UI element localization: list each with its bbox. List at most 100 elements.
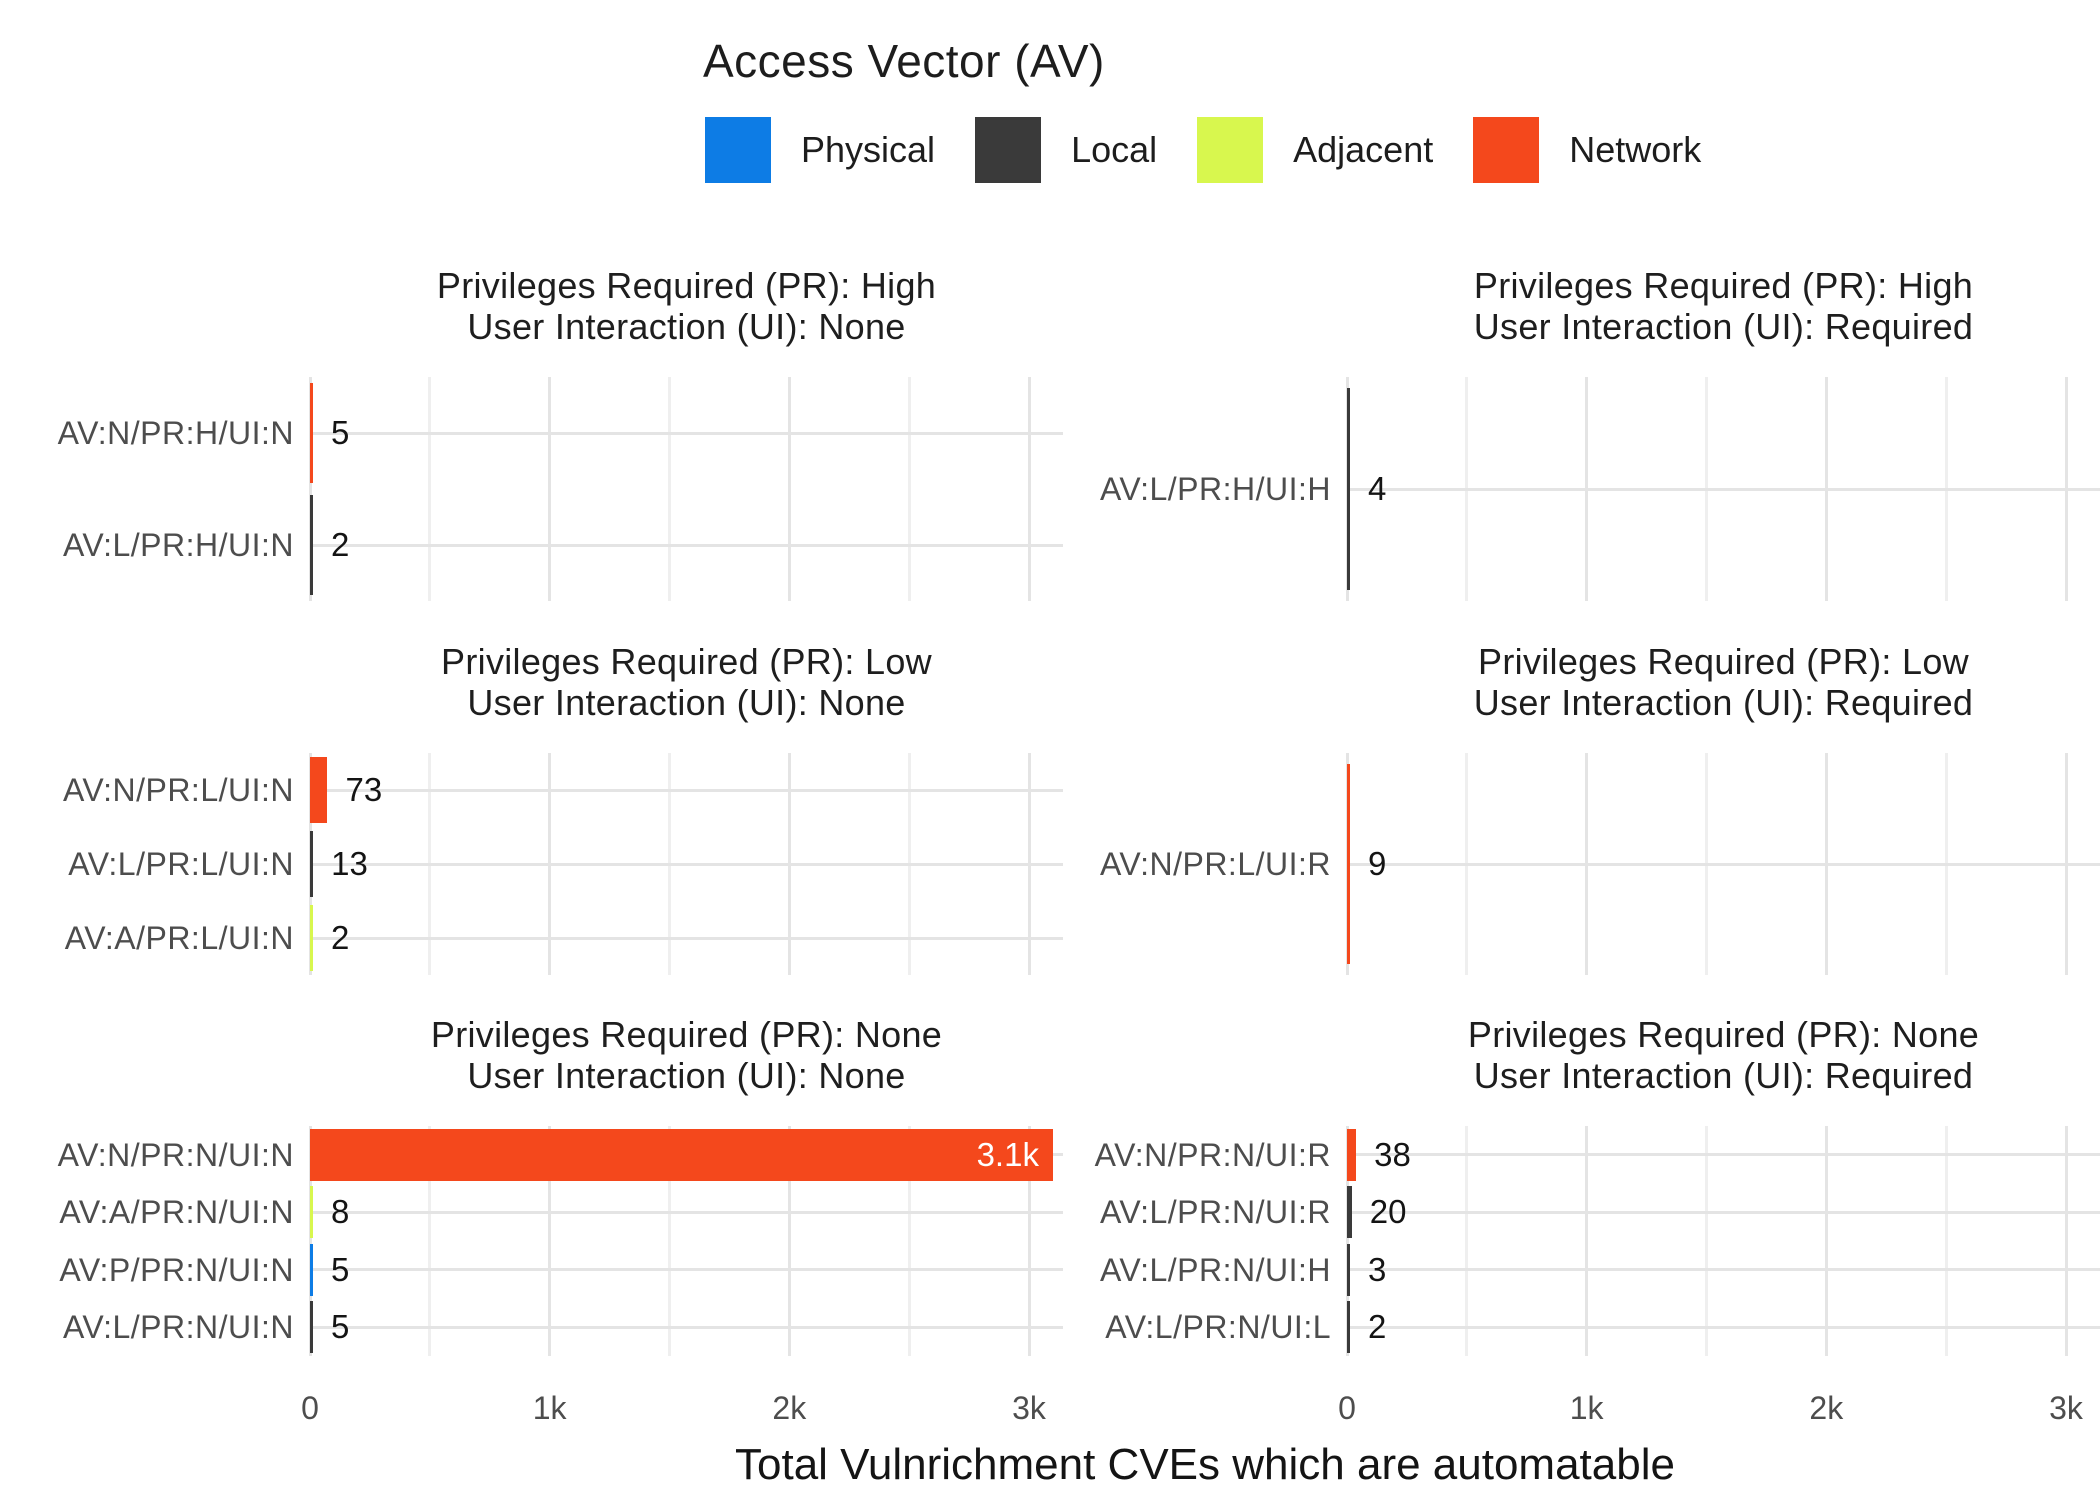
bar-value-label: 5 (331, 414, 350, 451)
category-label: AV:P/PR:N/UI:N (59, 1251, 294, 1288)
bar-AV:L/PR:N/UI:R (1347, 1186, 1352, 1239)
row-gridline (310, 1325, 1063, 1329)
major-gridline (787, 377, 791, 601)
facet-title-line: Privileges Required (PR): High (436, 265, 937, 306)
minor-gridline (1465, 1126, 1469, 1356)
bar-value-label: 9 (1368, 845, 1387, 882)
category-label: AV:N/PR:H/UI:N (57, 415, 294, 451)
legend-item-local: Local (975, 117, 1157, 183)
bar-value-label: 5 (331, 1308, 350, 1346)
row-gridline (1347, 1325, 2100, 1329)
facet-title-pr-high-ui-required: Privileges Required (PR): High User Inter… (1347, 265, 2100, 347)
facet-title-pr-low-ui-required: Privileges Required (PR): Low User Intera… (1347, 641, 2100, 723)
category-label: AV:N/PR:N/UI:R (1094, 1136, 1331, 1173)
row-gridline (310, 431, 1063, 435)
row-gridline (310, 788, 1063, 792)
row-gridline (1347, 1210, 2100, 1214)
minor-gridline (1944, 1126, 1948, 1356)
legend-title: Access Vector (AV) (703, 35, 1105, 87)
legend-swatch-icon (975, 117, 1042, 183)
x-axis-tick-label: 0 (301, 1390, 319, 1426)
facet-panel-pr-none-ui-none: 3.1k 8 5 5 (308, 1126, 1063, 1356)
row-gridline (1347, 1153, 2100, 1157)
bar-value-label: 3 (1368, 1250, 1387, 1288)
category-label: AV:L/PR:N/UI:L (1105, 1309, 1331, 1346)
facet-title-pr-high-ui-none: Privileges Required (PR): High User Inter… (310, 265, 1063, 347)
major-gridline (548, 1126, 552, 1356)
category-label: AV:L/PR:H/UI:N (62, 527, 294, 563)
major-gridline (1345, 1126, 1349, 1356)
legend-item-adjacent: Adjacent (1197, 117, 1433, 183)
legend-item-label: Local (1071, 129, 1158, 170)
x-axis-tick-label: 1k (532, 1390, 567, 1426)
minor-gridline (907, 377, 911, 601)
minor-gridline (428, 377, 432, 601)
x-axis-title: Total Vulnrichment CVEs which are automa… (735, 1440, 1675, 1489)
legend-item-network: Network (1473, 117, 1701, 183)
x-axis-tick-label: 0 (1338, 1390, 1356, 1426)
major-gridline (1824, 1126, 1828, 1356)
facet-title-pr-none-ui-required: Privileges Required (PR): None User Inter… (1347, 1014, 2100, 1096)
bar-AV:L/PR:N/UI:N (310, 1301, 313, 1354)
facet-title-line: Privileges Required (PR): Low (1478, 641, 1969, 682)
category-label: AV:L/PR:H/UI:H (1099, 471, 1331, 507)
category-label: AV:L/PR:N/UI:R (1099, 1194, 1331, 1231)
bar-AV:A/PR:N/UI:N (310, 1186, 313, 1239)
minor-gridline (668, 1126, 671, 1356)
legend-item-physical: Physical (705, 117, 935, 183)
facet-title-line: User Interaction (UI): Required (1473, 682, 1974, 723)
row-gridline (310, 862, 1063, 866)
bar-AV:L/PR:N/UI:L (1347, 1301, 1350, 1354)
category-label: AV:N/PR:L/UI:N (62, 772, 294, 808)
major-gridline (1585, 1126, 1589, 1356)
major-gridline (308, 1126, 312, 1356)
bar-AV:N/PR:L/UI:R (1347, 764, 1350, 964)
major-gridline (2064, 1126, 2068, 1356)
minor-gridline (428, 1126, 432, 1356)
bar-AV:L/PR:H/UI:N (310, 494, 313, 596)
legend-swatch-icon (1473, 117, 1540, 183)
major-gridline (548, 377, 552, 601)
facet-title-line: Privileges Required (PR): None (1467, 1014, 1980, 1055)
bar-value-label: 5 (331, 1250, 350, 1288)
bar-AV:N/PR:L/UI:N (310, 756, 328, 824)
facet-title-pr-low-ui-none: Privileges Required (PR): Low User Intera… (310, 641, 1063, 723)
bar-AV:L/PR:N/UI:H (1347, 1243, 1350, 1296)
minor-gridline (907, 1126, 911, 1356)
legend-swatch-icon (705, 117, 771, 183)
row-gridline (310, 936, 1063, 940)
category-label: AV:L/PR:L/UI:N (68, 846, 294, 882)
category-label: AV:A/PR:L/UI:N (64, 920, 294, 956)
row-gridline (1347, 487, 2100, 491)
row-gridline (310, 1210, 1063, 1214)
facet-title-line: User Interaction (UI): Required (1473, 306, 1974, 347)
bar-AV:N/PR:N/UI:R (1347, 1128, 1357, 1181)
bar-value-label: 2 (331, 526, 350, 563)
facet-panel-pr-low-ui-none: 73 13 2 (308, 753, 1063, 975)
x-axis-tick-label: 3k (2049, 1390, 2083, 1426)
facet-panel-pr-high-ui-required: 4 (1345, 377, 2100, 601)
bar-value-label: 20 (1369, 1193, 1407, 1231)
facet-title-line: User Interaction (UI): None (467, 306, 906, 347)
bar-AV:L/PR:L/UI:N (310, 830, 314, 898)
x-axis-tick-label: 3k (1012, 1390, 1046, 1426)
row-gridline (1347, 862, 2100, 866)
facet-title-line: User Interaction (UI): None (467, 682, 906, 723)
major-gridline (308, 377, 312, 601)
facet-title-pr-none-ui-none: Privileges Required (PR): None User Inter… (310, 1014, 1063, 1096)
major-gridline (1027, 1126, 1031, 1356)
facet-title-line: Privileges Required (PR): None (430, 1014, 943, 1055)
bar-value-label: 8 (331, 1193, 350, 1231)
row-gridline (1347, 1268, 2100, 1272)
bar-value-label: 13 (331, 845, 368, 882)
bar-value-label: 4 (1368, 470, 1387, 507)
legend-item-label: Adjacent (1293, 129, 1434, 170)
category-label: AV:L/PR:N/UI:H (1099, 1251, 1331, 1288)
facet-title-line: User Interaction (UI): Required (1473, 1055, 1974, 1096)
bar-value-label: 73 (345, 771, 383, 808)
bar-value-label: 2 (1368, 1308, 1387, 1346)
minor-gridline (1705, 1126, 1708, 1356)
row-gridline (310, 1268, 1063, 1272)
major-gridline (1027, 377, 1031, 601)
